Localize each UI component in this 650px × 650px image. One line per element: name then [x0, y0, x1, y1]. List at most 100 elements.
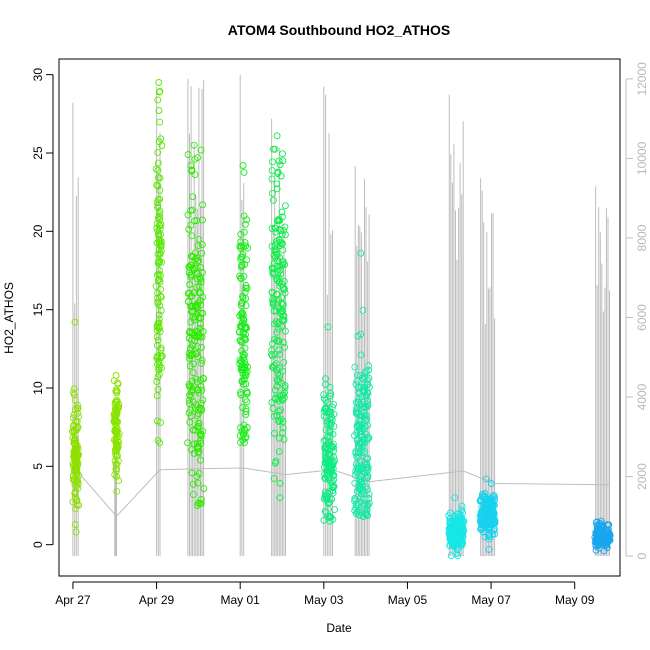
data-point — [241, 364, 249, 372]
data-point — [71, 455, 78, 463]
data-point — [185, 329, 193, 336]
data-point — [326, 488, 334, 496]
data-point — [113, 397, 121, 405]
data-point — [238, 319, 246, 327]
data-point — [113, 430, 121, 438]
data-point — [69, 472, 77, 480]
x-tick-label: May 09 — [555, 593, 595, 607]
data-point — [273, 382, 281, 390]
data-point — [194, 343, 202, 351]
data-point — [273, 132, 281, 140]
data-point — [454, 552, 462, 560]
data-point — [459, 539, 467, 547]
data-point — [189, 369, 197, 377]
data-point — [328, 467, 336, 475]
data-point — [192, 426, 199, 434]
data-point — [157, 285, 165, 293]
data-point — [188, 302, 195, 310]
data-point — [157, 242, 165, 250]
data-point — [279, 150, 286, 158]
data-point — [237, 389, 244, 397]
data-point — [190, 360, 198, 368]
data-point — [361, 369, 369, 377]
data-point — [239, 162, 247, 169]
data-point — [268, 363, 276, 371]
data-point — [353, 460, 360, 468]
data-point — [197, 383, 205, 391]
data-point — [112, 434, 120, 442]
data-point — [195, 419, 203, 427]
data-point — [75, 501, 83, 509]
data-point — [321, 494, 329, 501]
data-point — [156, 301, 164, 309]
data-point — [153, 392, 161, 400]
data-point — [114, 380, 122, 388]
x-tick-label: Apr 27 — [55, 593, 91, 607]
x-tick-label: Apr 29 — [139, 593, 175, 607]
data-point — [271, 270, 279, 278]
data-point — [154, 166, 162, 174]
data-point — [71, 488, 79, 496]
data-point — [357, 249, 365, 257]
data-point — [479, 492, 487, 500]
data-point — [359, 495, 367, 503]
data-point — [187, 273, 195, 281]
data-point — [279, 301, 287, 309]
data-point — [482, 475, 490, 483]
data-point — [189, 480, 197, 488]
data-cluster — [591, 517, 614, 555]
data-point — [323, 419, 331, 427]
data-point — [185, 396, 193, 404]
data-point — [487, 480, 495, 487]
data-point — [154, 319, 162, 327]
data-point — [365, 362, 372, 370]
data-point — [268, 189, 276, 197]
data-point — [197, 456, 205, 464]
data-point — [273, 185, 281, 193]
altitude-flight — [480, 178, 496, 557]
data-point — [322, 396, 330, 404]
data-point — [198, 386, 206, 394]
data-point — [190, 265, 198, 273]
data-point — [193, 283, 201, 291]
data-point — [153, 417, 161, 425]
data-point — [489, 503, 497, 510]
data-point — [115, 477, 123, 485]
data-point — [190, 141, 198, 149]
data-point — [113, 442, 121, 450]
data-point — [197, 431, 205, 439]
chart-title: ATOM4 Southbound HO2_ATHOS — [228, 22, 450, 38]
data-point — [358, 508, 366, 516]
data-point — [73, 404, 81, 412]
data-point — [243, 367, 251, 375]
data-point — [353, 371, 361, 379]
data-point — [353, 404, 361, 412]
data-point — [197, 499, 205, 507]
data-point — [154, 342, 161, 349]
data-point — [198, 356, 206, 364]
data-point — [112, 387, 120, 395]
data-point — [357, 479, 365, 487]
data-point — [198, 343, 205, 351]
y-tick-label: 5 — [31, 463, 45, 470]
data-point — [112, 407, 120, 414]
data-cluster — [445, 494, 468, 560]
data-point — [240, 376, 248, 384]
data-point — [74, 450, 82, 458]
points-layer — [69, 79, 614, 560]
data-point — [331, 457, 339, 465]
data-point — [595, 535, 603, 542]
data-point — [189, 253, 197, 261]
data-point — [197, 146, 205, 154]
data-point — [154, 148, 162, 156]
data-point — [113, 398, 121, 406]
data-point — [281, 202, 289, 210]
y2-tick-label: 4000 — [635, 383, 649, 410]
data-cluster — [235, 162, 252, 447]
y2-axis-altitude: 0 2000 4000 6000 8000 10000 12000 — [625, 62, 649, 559]
y-axis-label: HO2_ATHOS — [2, 282, 16, 354]
data-point — [112, 372, 120, 379]
altitude-connector — [77, 467, 610, 518]
data-point — [484, 532, 492, 540]
data-point — [327, 390, 335, 397]
